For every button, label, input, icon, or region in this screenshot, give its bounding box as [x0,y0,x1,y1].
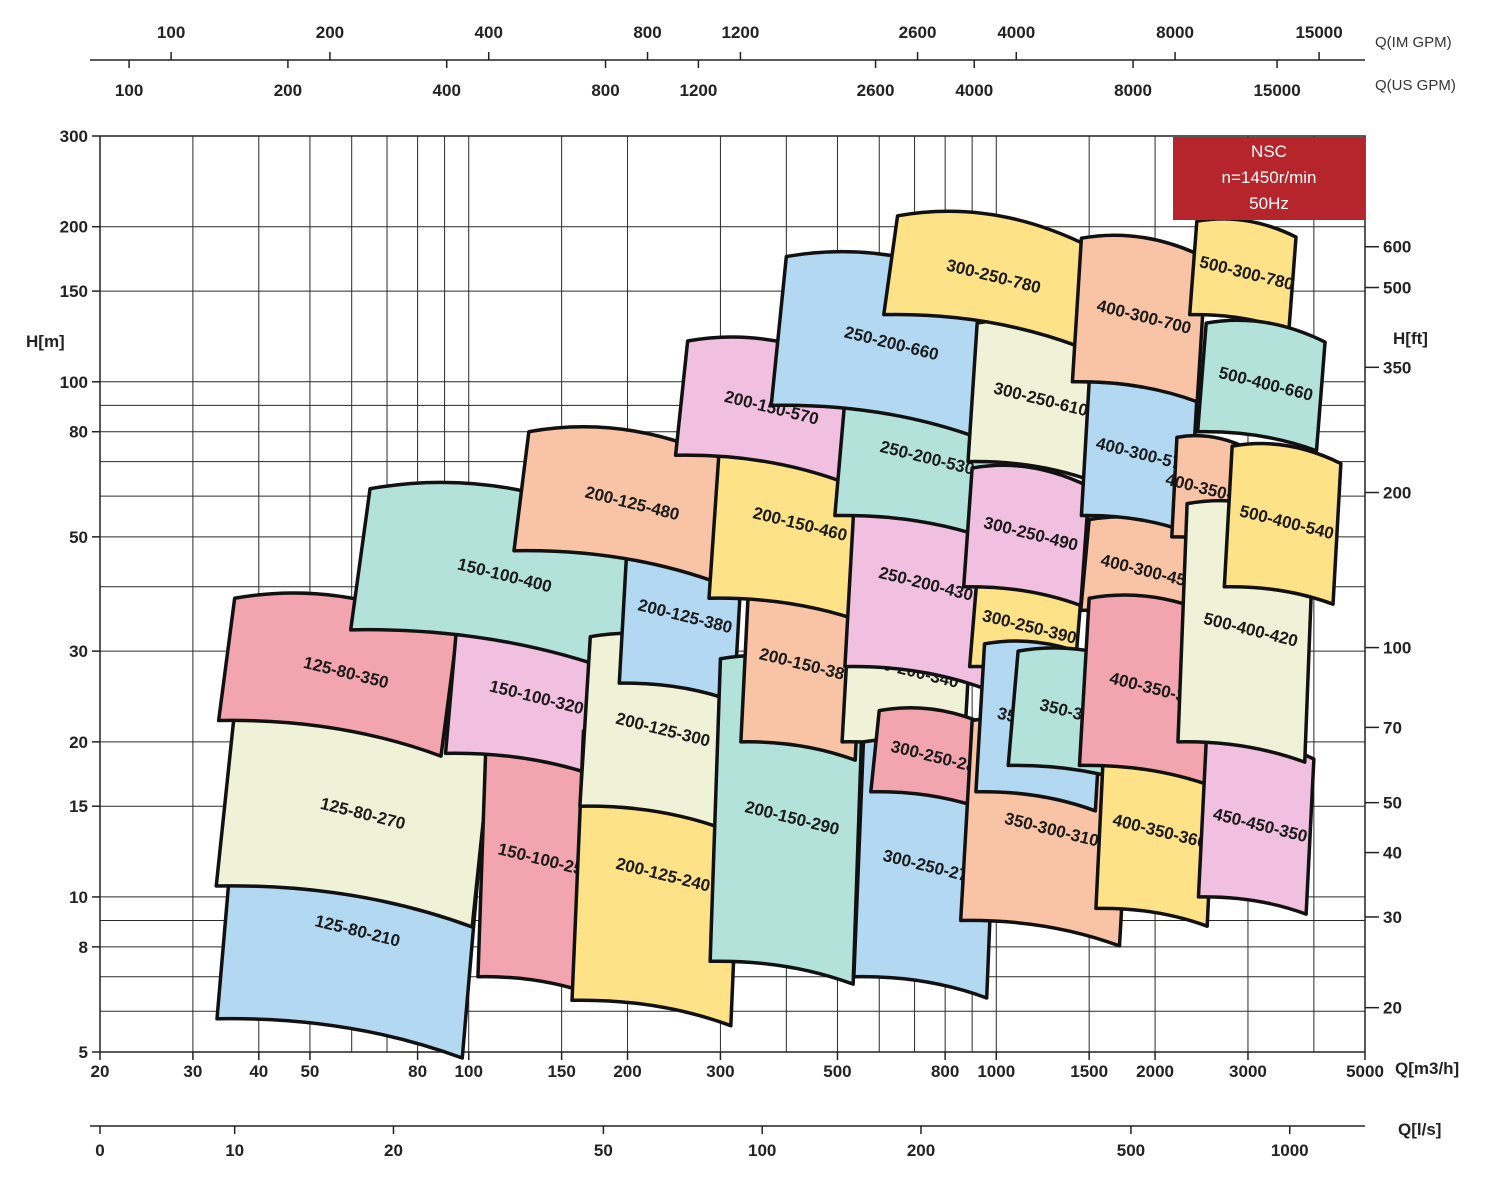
y-right-tick-label: 70 [1383,718,1402,737]
y-tick-label: 5 [79,1043,88,1062]
im-gpm-tick-label: 15000 [1295,23,1342,42]
y-tick-label: 200 [60,218,88,237]
x-tick-label: 150 [547,1062,575,1081]
x-tick-label: 1500 [1070,1062,1108,1081]
y-tick-label: 20 [69,733,88,752]
us-gpm-tick-label: 100 [115,81,143,100]
y-tick-label: 300 [60,127,88,146]
y-tick-label: 15 [69,797,88,816]
ls-tick-label: 500 [1117,1141,1145,1160]
y-tick-label: 150 [60,282,88,301]
x-tick-label: 3000 [1229,1062,1267,1081]
y-tick-label: 80 [69,423,88,442]
ls-tick-label: 1000 [1271,1141,1309,1160]
info-frequency: 50Hz [1249,194,1289,213]
x-tick-label: 100 [455,1062,483,1081]
pump-patch [1070,233,1208,404]
us-gpm-tick-label: 15000 [1253,81,1300,100]
us-gpm-tick-label: 400 [433,81,461,100]
x-tick-label: 50 [300,1062,319,1081]
ls-axis-label: Q[l/s] [1398,1120,1441,1139]
ls-tick-label: 100 [748,1141,776,1160]
y-tick-label: 8 [79,938,88,957]
im-gpm-tick-label: 8000 [1156,23,1194,42]
x-tick-label: 5000 [1346,1062,1384,1081]
y-right-tick-label: 600 [1383,238,1411,257]
im-gpm-tick-label: 2600 [899,23,937,42]
info-speed: n=1450r/min [1221,168,1317,187]
ls-tick-label: 0 [95,1141,104,1160]
us-gpm-tick-label: 4000 [955,81,993,100]
y-right-tick-label: 350 [1383,358,1411,377]
x-axis-label: Q[m3/h] [1395,1059,1459,1078]
y-tick-label: 30 [69,642,88,661]
us-gpm-tick-label: 8000 [1114,81,1152,100]
ls-tick-label: 20 [384,1141,403,1160]
y-right-tick-label: 50 [1383,794,1402,813]
x-tick-label: 200 [613,1062,641,1081]
us-gpm-axis-label: Q(US GPM) [1375,77,1456,94]
pump-patch [1195,318,1327,453]
plot-frame [99,135,1366,1053]
us-gpm-tick-label: 2600 [857,81,895,100]
y-right-tick-label: 100 [1383,639,1411,658]
im-gpm-tick-label: 1200 [722,23,760,42]
x-tick-label: 300 [706,1062,734,1081]
y-right-tick-label: 40 [1383,844,1402,863]
x-tick-label: 500 [823,1062,851,1081]
ls-tick-label: 200 [907,1141,935,1160]
x-tick-label: 20 [91,1062,110,1081]
ls-tick-label: 10 [225,1141,244,1160]
us-gpm-tick-label: 200 [274,81,302,100]
y-tick-label: 100 [60,373,88,392]
im-gpm-tick-label: 400 [475,23,503,42]
pump-patch [216,591,459,758]
pump-patch [1222,441,1343,606]
us-gpm-tick-label: 800 [591,81,619,100]
speed-info-box: NSC n=1450r/min 50Hz [1173,137,1365,220]
x-tick-label: 30 [183,1062,202,1081]
ls-tick-label: 50 [594,1141,613,1160]
pump-curve-patches: 125-80-210125-80-270125-80-350150-100-25… [214,209,1343,1060]
im-gpm-tick-label: 100 [157,23,185,42]
im-gpm-tick-label: 800 [633,23,661,42]
y-right-tick-label: 500 [1383,279,1411,298]
x-tick-label: 2000 [1136,1062,1174,1081]
y-right-tick-label: 200 [1383,484,1411,503]
x-tick-label: 80 [408,1062,427,1081]
x-tick-label: 800 [931,1062,959,1081]
info-model: NSC [1251,142,1287,161]
im-gpm-tick-label: 4000 [997,23,1035,42]
y-axis-left-label: H[m] [26,332,65,351]
y-tick-label: 50 [69,528,88,547]
im-gpm-axis-label: Q(IM GPM) [1375,34,1452,51]
chart-axes: Q(IM GPM) Q(US GPM) H[m] H[ft] Q[m3/h] Q… [26,23,1459,1160]
y-axis-right-label: H[ft] [1393,329,1428,348]
im-gpm-tick-label: 200 [316,23,344,42]
y-right-tick-label: 20 [1383,999,1402,1018]
x-tick-label: 1000 [977,1062,1015,1081]
y-tick-label: 10 [69,888,88,907]
us-gpm-tick-label: 1200 [680,81,718,100]
y-right-tick-label: 30 [1383,908,1402,927]
x-tick-label: 40 [249,1062,268,1081]
